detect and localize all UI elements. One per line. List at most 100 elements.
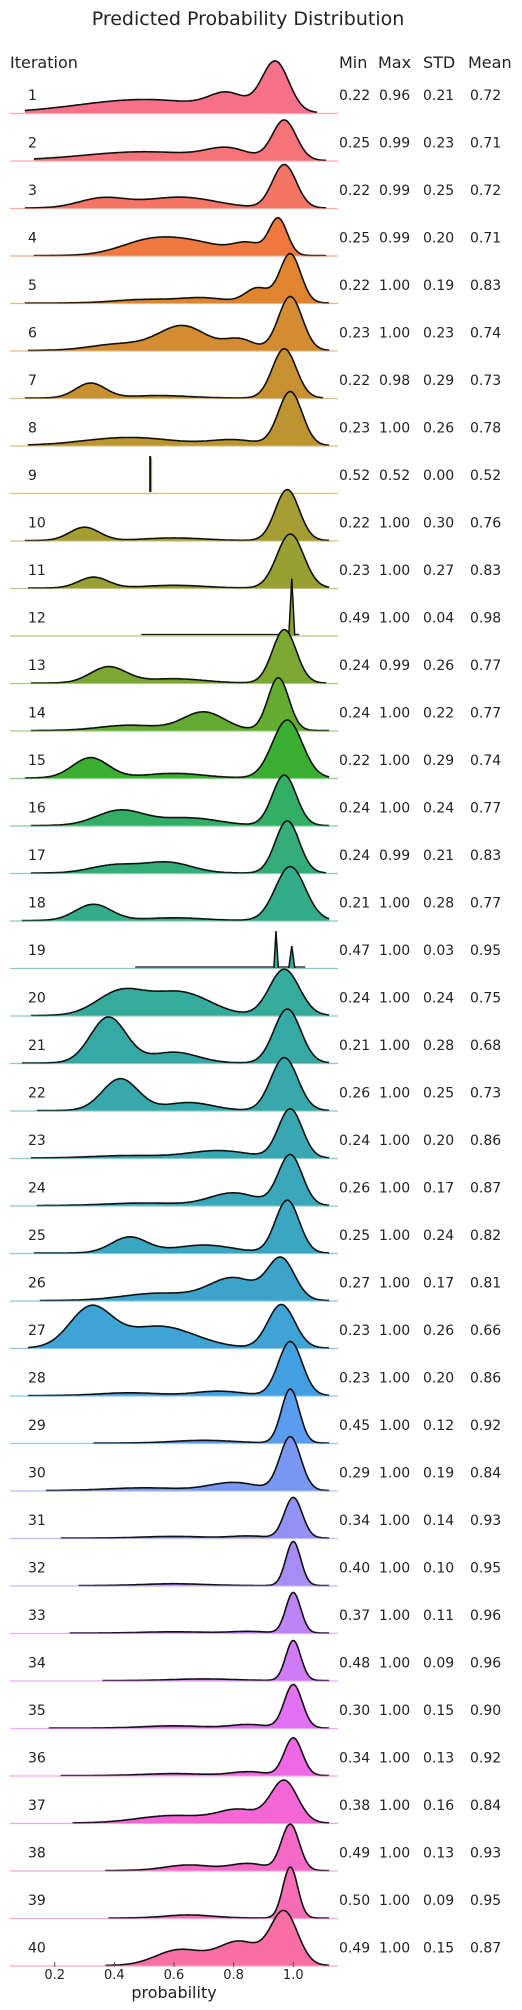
ridge-outline xyxy=(24,488,330,542)
ridge-spike xyxy=(288,945,296,969)
stat-mean: 0.86 xyxy=(470,1133,501,1149)
ridge-fill xyxy=(39,1257,330,1301)
iteration-label: 3 xyxy=(28,183,37,199)
stat-std: 0.24 xyxy=(423,991,454,1007)
iteration-label: 20 xyxy=(28,991,46,1007)
ridge-fill xyxy=(30,969,330,1016)
ridge-row: 9 0.52 0.52 0.00 0.52 xyxy=(10,456,501,495)
stat-std: 0.17 xyxy=(423,1181,454,1197)
ridge-row: 37 0.38 1.00 0.16 0.84 xyxy=(10,1779,501,1825)
stat-max: 0.99 xyxy=(379,658,410,674)
ridge-outline xyxy=(30,968,330,1017)
stat-min: 0.22 xyxy=(339,183,370,199)
stat-std: 0.16 xyxy=(423,1798,454,1814)
ridge-outline xyxy=(27,533,330,589)
stat-max: 1.00 xyxy=(379,326,410,342)
iteration-label: 37 xyxy=(28,1798,46,1814)
ridge-row: 4 0.25 0.99 0.20 0.71 xyxy=(10,216,501,257)
iteration-label: 4 xyxy=(28,231,37,247)
ridge-row: 33 0.37 1.00 0.11 0.96 xyxy=(10,1591,501,1635)
stat-min: 0.26 xyxy=(339,1086,370,1102)
stat-std: 0.19 xyxy=(423,1466,454,1482)
stat-mean: 0.82 xyxy=(470,1228,501,1244)
stat-max: 1.00 xyxy=(379,1371,410,1387)
stat-min: 0.29 xyxy=(339,1466,370,1482)
ridge-outline xyxy=(24,719,330,779)
stat-std: 0.26 xyxy=(423,421,454,437)
stat-max: 1.00 xyxy=(379,1038,410,1054)
ridge-fill xyxy=(60,1497,330,1538)
stat-std: 0.30 xyxy=(423,516,454,532)
stat-std: 0.28 xyxy=(423,1038,454,1054)
stat-min: 0.34 xyxy=(339,1751,370,1767)
ridge-row: 13 0.24 0.99 0.26 0.77 xyxy=(10,628,501,685)
ridge-row: 29 0.45 1.00 0.12 0.92 xyxy=(10,1388,501,1445)
ridge-fill xyxy=(48,1684,330,1728)
ridge-row: 7 0.22 0.98 0.29 0.73 xyxy=(10,347,501,400)
stat-max: 1.00 xyxy=(379,1893,410,1909)
stat-min: 0.47 xyxy=(339,943,370,959)
iteration-label: 11 xyxy=(28,563,46,579)
ridge-spike xyxy=(288,578,296,636)
stat-min: 0.21 xyxy=(339,1038,370,1054)
ridge-fill xyxy=(27,1341,330,1396)
stat-std: 0.12 xyxy=(423,1418,454,1434)
ridge-row: 5 0.22 1.00 0.19 0.83 xyxy=(10,252,501,305)
stat-std: 0.10 xyxy=(423,1561,454,1577)
ridge-row: 8 0.23 1.00 0.26 0.78 xyxy=(10,390,501,447)
ridge-outline xyxy=(33,119,327,162)
ridge-fill xyxy=(33,1200,330,1253)
ridge-fill xyxy=(45,1436,330,1491)
stat-mean: 0.73 xyxy=(470,1086,501,1102)
ridge-fill xyxy=(24,720,330,778)
stat-max: 1.00 xyxy=(379,1608,410,1624)
ridge-fill xyxy=(30,820,327,873)
stat-mean: 0.83 xyxy=(470,563,501,579)
ridge-fill xyxy=(27,534,330,588)
stat-mean: 0.87 xyxy=(470,1181,501,1197)
stat-std: 0.03 xyxy=(423,943,454,959)
stat-max: 1.00 xyxy=(379,1086,410,1102)
stat-max: 1.00 xyxy=(379,1418,410,1434)
stat-min: 0.40 xyxy=(339,1561,370,1577)
stat-std: 0.20 xyxy=(423,1133,454,1149)
ridge-outline xyxy=(24,347,324,399)
ridge-fill xyxy=(27,391,330,446)
stat-mean: 0.77 xyxy=(470,706,501,722)
ridge-row: 27 0.23 1.00 0.26 0.66 xyxy=(10,1303,501,1350)
stat-mean: 0.90 xyxy=(470,1703,501,1719)
stat-min: 0.26 xyxy=(339,1181,370,1197)
stat-min: 0.24 xyxy=(339,991,370,1007)
ridge-outline xyxy=(30,774,330,827)
ridge-outline xyxy=(21,1008,330,1064)
stat-mean: 0.74 xyxy=(470,753,501,769)
iteration-label: 1 xyxy=(28,88,37,104)
ridge-outline xyxy=(33,216,327,257)
ridge-fill xyxy=(36,1154,330,1206)
stat-min: 0.24 xyxy=(339,1133,370,1149)
iteration-label: 31 xyxy=(28,1513,46,1529)
ridge-row: 22 0.26 1.00 0.25 0.73 xyxy=(10,1056,501,1112)
stat-mean: 0.84 xyxy=(470,1466,501,1482)
ridge-row: 14 0.24 1.00 0.22 0.77 xyxy=(10,676,501,732)
stat-mean: 0.93 xyxy=(470,1513,501,1529)
stat-mean: 0.77 xyxy=(470,658,501,674)
ridge-outline xyxy=(30,628,327,684)
ridge-fill xyxy=(102,1640,330,1681)
stat-mean: 0.72 xyxy=(470,183,501,199)
stat-min: 0.24 xyxy=(339,801,370,817)
stat-std: 0.04 xyxy=(423,611,454,627)
stat-min: 0.22 xyxy=(339,278,370,294)
stat-min: 0.48 xyxy=(339,1656,370,1672)
stat-std: 0.25 xyxy=(423,183,454,199)
ridge-outline xyxy=(27,1303,330,1349)
ridge-outline xyxy=(105,1909,330,1967)
ridge-outline xyxy=(27,390,330,446)
stat-std: 0.28 xyxy=(423,896,454,912)
ridge-fill xyxy=(24,60,318,113)
stat-mean: 0.68 xyxy=(470,1038,501,1054)
stat-max: 1.00 xyxy=(379,943,410,959)
ridge-row: 10 0.22 1.00 0.30 0.76 xyxy=(10,488,501,542)
stat-mean: 0.96 xyxy=(470,1608,501,1624)
stat-max: 1.00 xyxy=(379,1181,410,1197)
